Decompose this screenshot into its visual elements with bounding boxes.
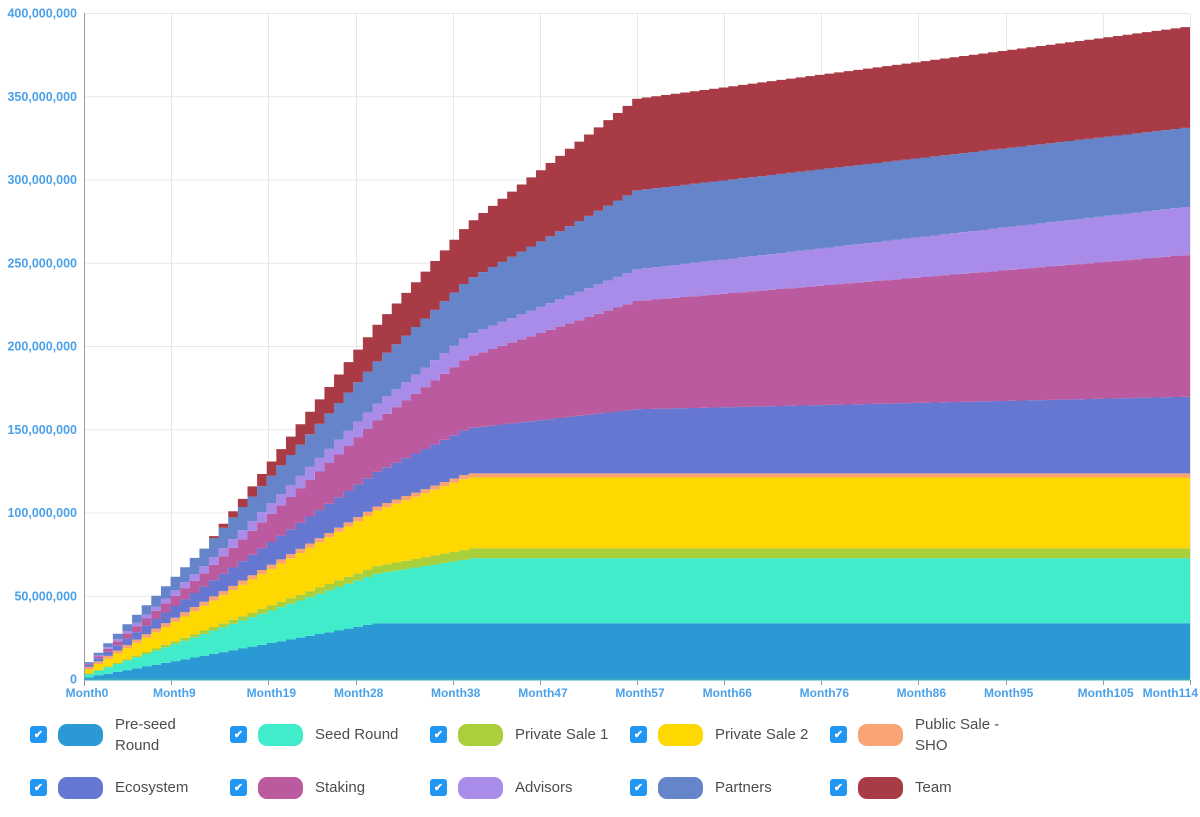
legend-item-seed-round: ✔ Seed Round bbox=[230, 723, 430, 746]
y-axis-labels: 0 50,000,000 100,000,000 150,000,000 200,000… bbox=[7, 7, 77, 687]
legend-swatch-pre-seed-round bbox=[58, 723, 103, 746]
legend-label-advisors: Advisors bbox=[515, 779, 573, 796]
legend-label-seed-round: Seed Round bbox=[315, 726, 399, 743]
legend-item-advisors: ✔ Advisors bbox=[430, 776, 630, 799]
legend-item-private-sale-2: ✔ Private Sale 2 bbox=[630, 723, 830, 746]
plot-area[interactable] bbox=[84, 13, 1190, 679]
area-series-team bbox=[84, 27, 1190, 663]
legend-checkbox-advisors[interactable]: ✔ bbox=[430, 779, 447, 796]
legend-checkbox-private-sale-2[interactable]: ✔ bbox=[630, 726, 647, 743]
y-tick-label: 400,000,000 bbox=[7, 7, 77, 21]
legend-swatch-private-sale-2 bbox=[658, 723, 703, 746]
x-axis-labels: Month0 Month9 Month19 Month28 Month38 Month47… bbox=[66, 686, 1199, 700]
legend-label-partners: Partners bbox=[715, 779, 772, 796]
y-tick-label: 350,000,000 bbox=[7, 90, 77, 104]
legend-swatch-partners bbox=[658, 776, 703, 799]
x-tick-label: Month76 bbox=[800, 686, 850, 700]
legend-row-2: ✔ Ecosystem ✔ Staking ✔ Advisors ✔ Partners ✔ Tea… bbox=[30, 761, 1200, 814]
legend-swatch-team bbox=[858, 776, 903, 799]
area-series-pre-seed-round bbox=[84, 623, 1190, 679]
area-series-private-sale-2 bbox=[84, 477, 1190, 674]
legend-checkbox-private-sale-1[interactable]: ✔ bbox=[430, 726, 447, 743]
x-tick-label: Month105 bbox=[1078, 686, 1134, 700]
legend-swatch-public-sale-sho bbox=[858, 723, 903, 746]
legend-item-ecosystem: ✔ Ecosystem bbox=[30, 776, 230, 799]
legend-swatch-staking bbox=[258, 776, 303, 799]
legend-label-ecosystem: Ecosystem bbox=[115, 779, 189, 796]
y-tick-label: 150,000,000 bbox=[7, 423, 77, 437]
y-tick-label: 200,000,000 bbox=[7, 340, 77, 354]
legend-label-private-sale-1: Private Sale 1 bbox=[515, 726, 609, 743]
legend-item-staking: ✔ Staking bbox=[230, 776, 430, 799]
legend-checkbox-public-sale-sho[interactable]: ✔ bbox=[830, 726, 847, 743]
x-tick-label: Month38 bbox=[431, 686, 481, 700]
area-series-ecosystem bbox=[84, 396, 1190, 667]
area-series-seed-round bbox=[84, 558, 1190, 678]
legend-item-public-sale-sho: ✔ Public Sale - SHO bbox=[830, 714, 1030, 756]
legend-checkbox-staking[interactable]: ✔ bbox=[230, 779, 247, 796]
y-tick-label: 100,000,000 bbox=[7, 506, 77, 520]
legend-checkbox-seed-round[interactable]: ✔ bbox=[230, 726, 247, 743]
legend-item-team: ✔ Team bbox=[830, 776, 1030, 799]
legend-swatch-private-sale-1 bbox=[458, 723, 503, 746]
stacked-areas bbox=[84, 27, 1190, 679]
x-tick-label: Month28 bbox=[334, 686, 384, 700]
y-tick-label: 50,000,000 bbox=[14, 589, 77, 603]
legend-row-1: ✔ Pre-seed Round ✔ Seed Round ✔ Private Sale … bbox=[30, 708, 1200, 761]
area-series-staking bbox=[84, 255, 1190, 665]
legend-swatch-seed-round bbox=[258, 723, 303, 746]
legend-label-pre-seed-round: Pre-seed Round bbox=[115, 715, 176, 754]
legend-swatch-advisors bbox=[458, 776, 503, 799]
legend-item-partners: ✔ Partners bbox=[630, 776, 830, 799]
x-tick-label: Month47 bbox=[518, 686, 568, 700]
area-series-private-sale-1 bbox=[84, 548, 1190, 674]
legend-swatch-ecosystem bbox=[58, 776, 103, 799]
legend-checkbox-partners[interactable]: ✔ bbox=[630, 779, 647, 796]
area-series-advisors bbox=[84, 206, 1190, 665]
vesting-schedule-chart: 0 50,000,000 100,000,000 150,000,000 200,000… bbox=[7, 7, 1199, 701]
legend-checkbox-pre-seed-round[interactable]: ✔ bbox=[30, 726, 47, 743]
x-tick-label: Month19 bbox=[247, 686, 297, 700]
y-tick-label: 0 bbox=[70, 673, 77, 687]
y-tick-label: 250,000,000 bbox=[7, 256, 77, 270]
legend-checkbox-ecosystem[interactable]: ✔ bbox=[30, 779, 47, 796]
legend-label-staking: Staking bbox=[315, 779, 366, 796]
area-series-partners bbox=[84, 127, 1190, 664]
x-tick-label: Month114 bbox=[1143, 686, 1199, 700]
legend-checkbox-team[interactable]: ✔ bbox=[830, 779, 847, 796]
y-tick-label: 300,000,000 bbox=[7, 173, 77, 187]
x-tick-label: Month86 bbox=[897, 686, 947, 700]
legend-label-public-sale-sho: Public Sale - SHO bbox=[915, 715, 1000, 754]
legend-label-private-sale-2: Private Sale 2 bbox=[715, 726, 809, 743]
legend-item-private-sale-1: ✔ Private Sale 1 bbox=[430, 723, 630, 746]
legend-item-pre-seed-round: ✔ Pre-seed Round bbox=[30, 714, 230, 756]
chart-canvas: 0 50,000,000 100,000,000 150,000,000 200,000… bbox=[7, 7, 1199, 701]
legend-label-team: Team bbox=[915, 779, 952, 796]
chart-legend: ✔ Pre-seed Round ✔ Seed Round ✔ Private Sale … bbox=[0, 708, 1200, 817]
x-tick-label: Month66 bbox=[703, 686, 753, 700]
x-tick-label: Month9 bbox=[153, 686, 196, 700]
x-tick-label: Month95 bbox=[984, 686, 1034, 700]
x-tick-label: Month0 bbox=[66, 686, 109, 700]
x-tick-label: Month57 bbox=[615, 686, 665, 700]
axes bbox=[84, 13, 1191, 686]
